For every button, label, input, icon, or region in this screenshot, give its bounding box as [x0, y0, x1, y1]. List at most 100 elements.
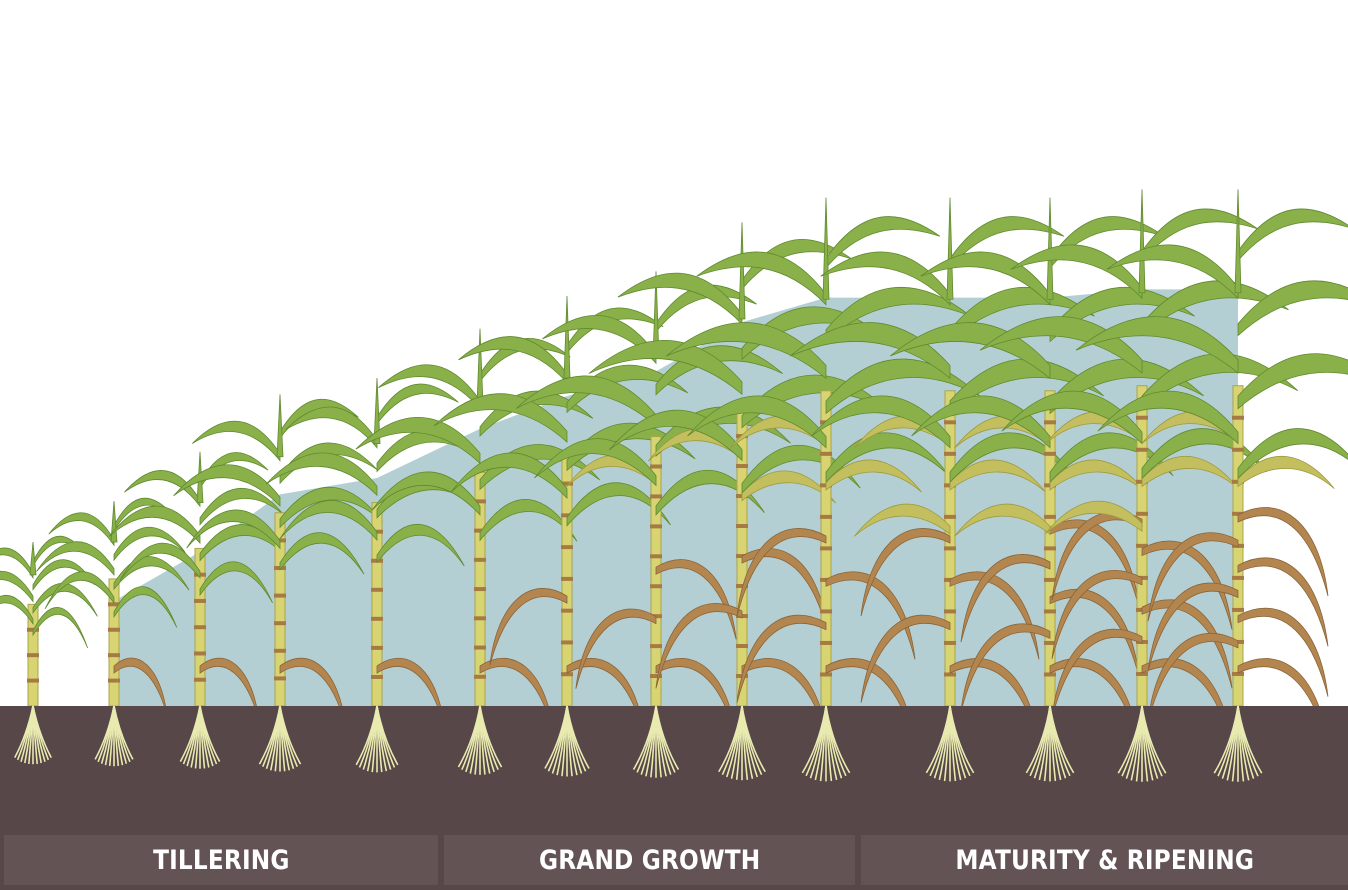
- stalk-node: [820, 640, 832, 645]
- stalk-node: [650, 674, 662, 679]
- green-leaf: [458, 336, 568, 384]
- stalk-node: [561, 672, 573, 677]
- plant-roots: [14, 705, 52, 765]
- yellowing-leaf: [854, 503, 951, 537]
- green-leaf: [279, 486, 384, 529]
- stage-bar-tillering: TILLERING: [4, 835, 438, 885]
- stalk-node: [1136, 447, 1148, 452]
- root-strand: [825, 705, 851, 774]
- green-leaf: [825, 216, 941, 269]
- stalk-node: [274, 648, 286, 653]
- stalk-node: [194, 651, 206, 656]
- stalk-node: [650, 494, 662, 499]
- green-leaf: [32, 582, 98, 617]
- plant-roots: [1025, 705, 1075, 782]
- stalk-node: [944, 672, 956, 677]
- sugarcane-plant: [789, 197, 1104, 747]
- yellowing-leaf: [1045, 500, 1143, 534]
- plant-roots: [1117, 705, 1167, 782]
- plant-roots: [179, 705, 221, 769]
- plant-roots: [718, 705, 766, 781]
- stalk-node: [1232, 415, 1244, 420]
- stalk-node: [108, 602, 120, 607]
- stalk-node: [1136, 511, 1148, 516]
- green-leaf: [371, 471, 481, 516]
- stalk-node: [1136, 671, 1148, 676]
- stalk-node: [820, 514, 832, 519]
- dry-leaf: [825, 571, 916, 660]
- green-leaf: [1237, 428, 1348, 480]
- stalk-node: [1044, 546, 1056, 551]
- stalk-node: [944, 609, 956, 614]
- plant-roots: [925, 705, 975, 782]
- root-strand: [32, 705, 52, 758]
- green-leaf: [687, 395, 827, 449]
- sugarcane-plant: [36, 497, 190, 714]
- green-leaf: [119, 542, 201, 582]
- stalk-node: [944, 514, 956, 519]
- plant-roots: [355, 705, 399, 773]
- plant-roots: [457, 705, 503, 775]
- root-strand: [741, 705, 766, 773]
- green-leaf: [0, 570, 34, 603]
- dry-leaf: [736, 528, 827, 617]
- root-strand: [1049, 705, 1075, 774]
- green-leaf: [186, 509, 281, 550]
- green-leaf: [355, 416, 481, 465]
- green-leaf: [113, 526, 186, 562]
- green-leaf: [378, 364, 481, 410]
- stalk-node: [474, 674, 486, 679]
- green-leaf: [36, 541, 115, 577]
- root-strand: [1237, 705, 1263, 774]
- leaf-spike: [1234, 189, 1242, 294]
- stalk-node: [650, 554, 662, 559]
- leaf-spike: [276, 394, 284, 458]
- stage-label-grand-growth: GRAND GROWTH: [538, 844, 761, 876]
- stalk-node: [1044, 609, 1056, 614]
- stalk-node: [194, 625, 206, 630]
- stalk-node: [274, 676, 286, 681]
- stalk-node: [371, 645, 383, 650]
- stalk-node: [736, 584, 748, 589]
- stalk-node: [274, 593, 286, 598]
- leaf-spike: [738, 222, 746, 320]
- green-leaf: [265, 452, 378, 497]
- stalk-node: [371, 616, 383, 621]
- stalk-node: [561, 513, 573, 518]
- stalk-node: [561, 545, 573, 550]
- green-leaf: [285, 406, 378, 449]
- dry-leaf: [1237, 557, 1329, 647]
- dry-leaf: [1147, 532, 1239, 622]
- green-leaf: [32, 559, 95, 591]
- stalk-node: [736, 524, 748, 529]
- dry-leaf: [860, 614, 951, 703]
- green-leaf: [113, 586, 178, 628]
- green-leaf: [566, 482, 671, 527]
- stalk-node: [944, 640, 956, 645]
- stage-label-tillering: TILLERING: [152, 844, 290, 876]
- leaf-spike: [373, 377, 381, 444]
- stalk-node: [194, 677, 206, 682]
- stalk-node: [108, 678, 120, 683]
- stalk-node: [561, 608, 573, 613]
- yellowing-leaf: [954, 503, 1051, 537]
- dry-leaf: [860, 528, 951, 617]
- stalk-node: [371, 587, 383, 592]
- stalk-node: [944, 420, 956, 425]
- dry-leaf: [655, 559, 737, 640]
- stalk-node: [371, 674, 383, 679]
- root-strand: [655, 705, 680, 770]
- stalk-node: [1232, 447, 1244, 452]
- dry-leaf: [1237, 607, 1329, 697]
- root-strand: [279, 705, 302, 765]
- green-leaf: [199, 561, 273, 604]
- stalk-node: [1136, 415, 1148, 420]
- dry-leaf: [1051, 570, 1143, 660]
- stage-label-maturity-ripening: MATURITY & RIPENING: [955, 844, 1254, 876]
- stalk-node: [820, 546, 832, 551]
- green-leaf: [1106, 244, 1239, 300]
- root-strand: [566, 705, 590, 769]
- green-leaf: [789, 322, 951, 380]
- yellowing-leaf: [1237, 455, 1335, 489]
- stalk-node: [1044, 420, 1056, 425]
